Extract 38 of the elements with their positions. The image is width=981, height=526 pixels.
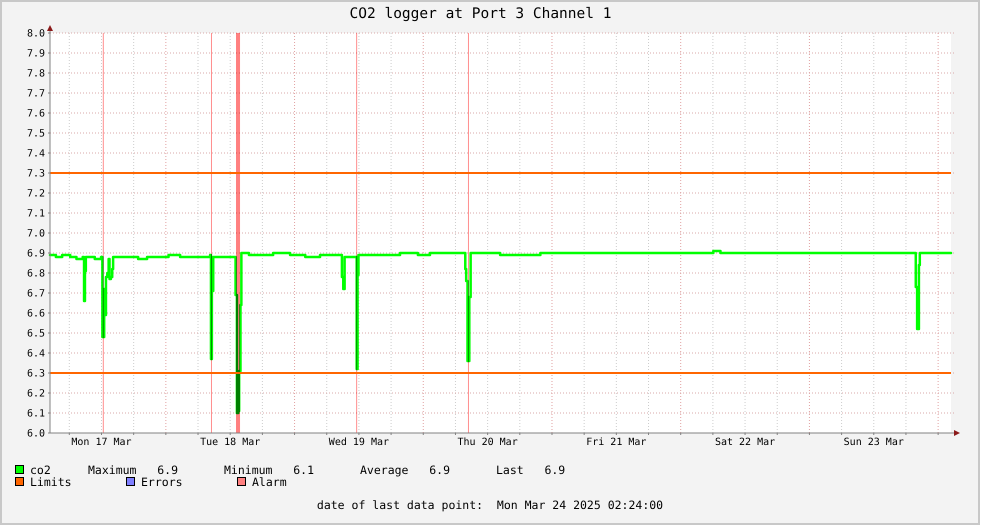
x-tick-label: Sun 23 Mar	[844, 437, 904, 448]
y-tick-label: 7.5	[26, 128, 45, 140]
text: Maximum 6.9	[88, 463, 178, 477]
y-tick-label: 6.4	[26, 348, 45, 360]
y-tick-label: 7.4	[26, 148, 45, 160]
y-tick-label: 6.6	[26, 308, 45, 320]
y-tick-label: 7.3	[26, 168, 45, 180]
x-tick-label: Wed 19 Mar	[328, 437, 390, 448]
y-tick-label: 7.0	[26, 228, 45, 240]
text: Last 6.9	[496, 463, 566, 477]
y-tick-label: 7.1	[26, 208, 45, 220]
y-tick-label: 6.8	[26, 268, 45, 280]
y-tick-label: 8.0	[26, 28, 45, 40]
legend-label: co2	[30, 463, 51, 477]
legend-label: Limits	[30, 475, 72, 489]
chart-title: CO2 logger at Port 3 Channel 1	[350, 6, 612, 22]
y-tick-label: 6.7	[26, 288, 45, 300]
y-tick-label: 6.1	[26, 408, 45, 420]
y-tick-label: 6.9	[26, 248, 45, 260]
x-tick-label: Mon 17 Mar	[71, 437, 132, 448]
y-tick-label: 6.2	[26, 388, 45, 400]
y-tick-label: 7.8	[26, 68, 45, 80]
y-tick-label: 7.6	[26, 108, 45, 120]
x-tick-label: Sat 22 Mar	[714, 437, 776, 448]
text: date of last data point: Mon Mar 24 2025 02:24:00	[316, 498, 664, 512]
legend-label: Alarm	[252, 475, 287, 489]
legend-label: Errors	[141, 475, 183, 489]
y-tick-label: 6.5	[26, 328, 45, 340]
text: Minimum 6.1	[224, 463, 314, 477]
y-tick-label: 7.7	[26, 88, 45, 100]
y-tick-label: 7.2	[26, 188, 45, 200]
x-tick-label: Fri 21 Mar	[586, 437, 646, 448]
y-tick-label: 6.0	[26, 428, 45, 440]
y-tick-label: 6.3	[26, 368, 45, 380]
x-tick-label: Tue 18 Mar	[200, 437, 260, 448]
text: Average 6.9	[360, 463, 450, 477]
y-tick-label: 7.9	[26, 48, 45, 60]
x-tick-label: Thu 20 Mar	[458, 437, 518, 448]
